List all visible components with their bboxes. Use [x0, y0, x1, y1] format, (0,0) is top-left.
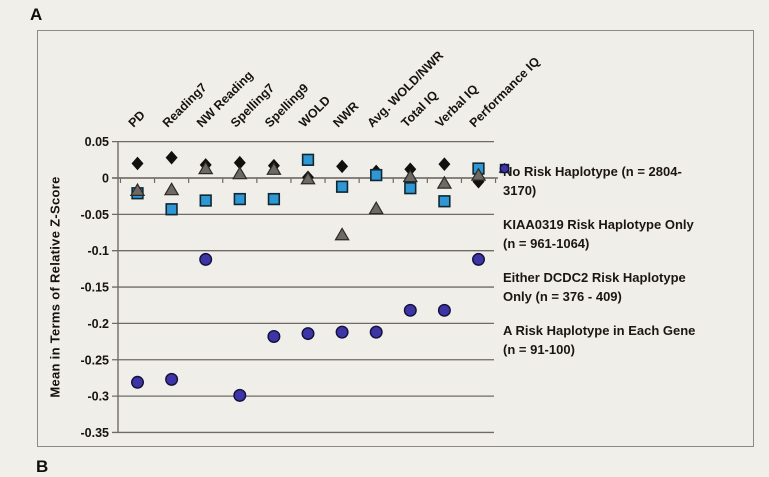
circle-marker	[301, 327, 315, 341]
triangle-marker	[163, 182, 180, 196]
circle-marker	[335, 325, 349, 339]
y-tick-label: -0.25	[81, 353, 110, 367]
legend: No Risk Haplotype (n = 2804- 3170) KIAA03…	[498, 162, 754, 359]
legend-item-label: No Risk Haplotype (n = 2804- 3170)	[503, 164, 682, 198]
panel-label-a: A	[30, 5, 43, 24]
category-label: PD	[126, 108, 148, 130]
diamond-marker	[131, 156, 144, 171]
y-tick-label: -0.1	[87, 244, 109, 258]
series-triangle	[129, 161, 487, 241]
chart-panel: 0.05 0 -0.05 -0.1 -0.15 -0.2 -0.25 -0.3 -0.35 PD R…	[37, 30, 754, 447]
triangle-marker	[368, 201, 384, 215]
triangle-marker	[232, 166, 248, 180]
y-tick-label: -0.3	[87, 390, 109, 404]
y-axis-title: Mean in Terms of Relative Z-Score	[47, 176, 63, 398]
y-tick-label: -0.05	[81, 208, 110, 222]
circle-marker	[199, 252, 213, 266]
triangle-marker	[300, 171, 316, 185]
square-marker	[233, 192, 246, 206]
diamond-marker	[165, 150, 178, 165]
square-marker	[335, 180, 349, 193]
y-tick-label: 0.05	[85, 135, 109, 149]
panel-label-b: B	[36, 457, 49, 476]
legend-item: A Risk Haplotype in Each Gene (n = 91-10…	[498, 163, 754, 359]
square-marker	[438, 195, 451, 208]
triangle-marker	[334, 227, 350, 241]
square-marker	[301, 153, 315, 166]
diamond-marker	[438, 157, 451, 171]
circle-marker	[267, 329, 281, 343]
triangle-marker	[470, 167, 487, 181]
circle-marker	[369, 325, 383, 339]
square-marker	[370, 168, 383, 182]
diamond-marker	[233, 155, 246, 170]
legend-item: Either DCDC2 Risk Haplotype Only (n = 37…	[498, 162, 754, 306]
legend-item-label: Either DCDC2 Risk Haplotype Only (n = 37…	[503, 270, 686, 304]
circle-marker	[403, 303, 417, 317]
legend-item: No Risk Haplotype (n = 2804- 3170)	[498, 162, 754, 200]
circle-marker	[499, 163, 510, 174]
y-tick-label: -0.2	[87, 317, 109, 331]
legend-item-label: A Risk Haplotype in Each Gene (n = 91-10…	[503, 323, 696, 357]
y-tick-label: -0.15	[81, 281, 110, 295]
triangle-marker	[129, 182, 146, 196]
legend-item: KIAA0319 Risk Haplotype Only (n = 961-10…	[498, 163, 754, 253]
circle-marker	[472, 252, 485, 266]
series-circle	[131, 252, 485, 402]
square-marker	[165, 203, 178, 216]
circle-marker	[165, 372, 179, 386]
triangle-marker	[402, 169, 418, 183]
circle-marker	[131, 375, 144, 389]
triangle-marker	[198, 161, 214, 175]
category-label: NWR	[330, 99, 361, 130]
diamond-marker	[336, 159, 349, 174]
square-marker	[267, 192, 281, 206]
triangle-marker	[436, 175, 453, 189]
series-square	[131, 153, 485, 216]
y-tick-label: -0.35	[81, 426, 110, 440]
legend-item-label: KIAA0319 Risk Haplotype Only (n = 961-10…	[503, 217, 694, 251]
y-tick-label: 0	[102, 172, 109, 186]
circle-marker	[233, 388, 247, 402]
circle-marker	[437, 303, 451, 317]
triangle-marker	[266, 161, 282, 175]
square-marker	[404, 182, 417, 195]
square-marker	[199, 194, 212, 207]
